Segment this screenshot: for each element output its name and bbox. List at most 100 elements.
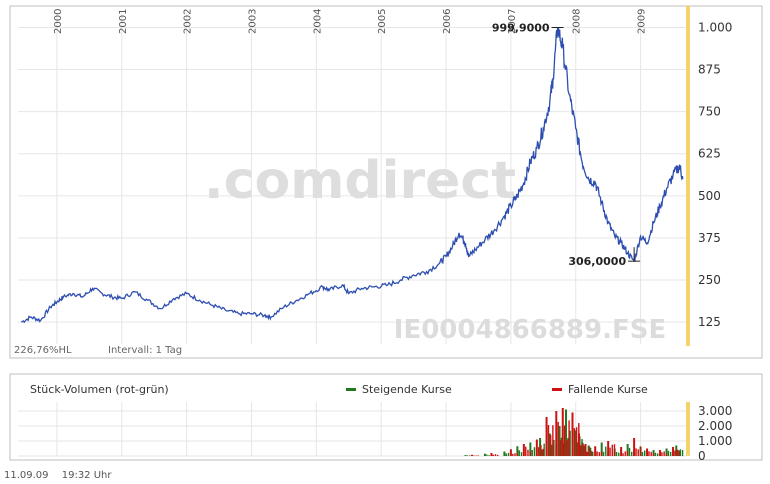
y-tick-label: 125: [698, 315, 721, 329]
volume-bar: [560, 437, 563, 456]
volume-bar: [667, 450, 670, 456]
x-tick-label: 2008: [572, 9, 583, 34]
x-tick-label: 2003: [247, 9, 258, 34]
volume-bar: [613, 444, 616, 456]
volume-bar: [509, 449, 512, 456]
volume-y-tick-label: 0: [698, 449, 706, 463]
volume-bar: [540, 445, 542, 456]
volume-bar: [598, 452, 601, 456]
volume-bar: [568, 420, 570, 456]
volume-bar: [516, 446, 519, 456]
volume-bar: [553, 439, 555, 456]
volume-bar: [581, 442, 584, 456]
volume-bar: [681, 449, 684, 456]
volume-bar: [529, 442, 532, 456]
x-tick-label: 2000: [53, 9, 64, 34]
volume-bar: [552, 425, 554, 456]
price-series-line: [20, 27, 684, 324]
isin-label: IE0004866889.FSE: [394, 315, 666, 345]
volume-bar: [659, 450, 662, 456]
volume-bar: [561, 408, 564, 456]
volume-bar: [565, 409, 568, 456]
volume-bar: [586, 451, 589, 456]
annotations: 999,9000 306,0000: [492, 22, 641, 268]
volume-bar: [605, 446, 607, 456]
volume-bar: [486, 454, 488, 456]
volume-bar: [494, 454, 497, 456]
y-tick-label: 250: [698, 273, 721, 287]
volume-bar: [543, 443, 545, 456]
volume-bar: [571, 412, 574, 456]
volume-bar: [535, 439, 538, 456]
volume-bar: [609, 447, 611, 456]
volume-bar: [573, 428, 576, 456]
volume-bar: [507, 452, 510, 456]
y-tick-label: 625: [698, 147, 721, 161]
volume-bar: [624, 451, 626, 456]
timestamp-date: 11.09.09: [4, 470, 49, 481]
volume-bar: [531, 449, 533, 456]
volume-bar: [591, 451, 593, 456]
volume-bar: [549, 434, 552, 456]
volume-bar: [514, 453, 516, 456]
volume-bar: [518, 450, 520, 456]
timestamp: 11.09.09 19:32 Uhr: [4, 470, 121, 481]
x-tick-label: 2007: [507, 9, 518, 34]
volume-bar: [600, 442, 603, 456]
volume-bar: [516, 453, 518, 456]
volume-chart-frame: [9, 373, 763, 461]
x-tick-label: 2001: [118, 9, 129, 34]
volume-bar: [675, 445, 678, 456]
volume-bar: [656, 453, 659, 456]
volume-bar: [620, 447, 623, 456]
volume-bar: [555, 411, 558, 456]
x-tick-label: 2009: [637, 9, 648, 34]
volume-bar: [635, 448, 637, 456]
volume-bar: [644, 450, 646, 456]
volume-bar: [588, 447, 591, 456]
price-chart: .comdirect IE0004866889.FSE 2000 2001 2002…: [9, 5, 763, 359]
y-tick-label: 750: [698, 105, 721, 119]
volume-bar: [475, 455, 477, 456]
volume-bar: [587, 445, 590, 456]
volume-bars: [464, 408, 684, 456]
volume-bar: [505, 453, 508, 456]
volume-bar: [576, 442, 579, 456]
volume-y-tick-label: 2.000: [698, 419, 732, 433]
volume-bar: [539, 438, 542, 456]
volume-bar: [557, 421, 559, 456]
volume-bar: [663, 451, 665, 456]
y-axis-band: [686, 6, 690, 346]
x-tick-label: 2004: [312, 9, 323, 34]
price-grid: [18, 14, 686, 344]
legend-label-up: Steigende Kurse: [362, 383, 452, 396]
volume-bar: [566, 440, 568, 456]
volume-bar: [470, 454, 473, 456]
x-tick-labels: 2000 2001 2002 2003 2004 2005 2006 2007 2008 2009: [53, 9, 648, 34]
x-tick-label: 2006: [442, 9, 453, 34]
volume-bar: [488, 455, 490, 456]
x-tick-label: 2005: [377, 9, 388, 34]
volume-bar: [547, 425, 550, 456]
volume-bar: [641, 451, 644, 456]
volume-bar: [529, 451, 531, 456]
volume-bar: [677, 449, 679, 456]
volume-bar: [497, 454, 499, 456]
volume-bar: [503, 451, 506, 456]
volume-bar: [669, 451, 672, 456]
timestamp-time: 19:32 Uhr: [61, 470, 112, 481]
volume-title: Stück-Volumen (rot-grün): [30, 383, 169, 396]
volume-bar: [490, 453, 493, 456]
volume-chart: Stück-Volumen (rot-grün) Steigende Kurse…: [9, 373, 763, 463]
volume-bar: [615, 451, 618, 456]
volume-bar: [527, 449, 529, 456]
legend-label-down: Fallende Kurse: [568, 383, 648, 396]
volume-grid: [18, 402, 686, 457]
volume-bar: [622, 453, 624, 456]
info-interval: Intervall: 1 Tag: [108, 345, 182, 356]
volume-bar: [626, 450, 629, 456]
annotation-label: 999,9000: [492, 22, 550, 35]
volume-bar: [559, 439, 562, 456]
volume-bar: [596, 451, 598, 456]
